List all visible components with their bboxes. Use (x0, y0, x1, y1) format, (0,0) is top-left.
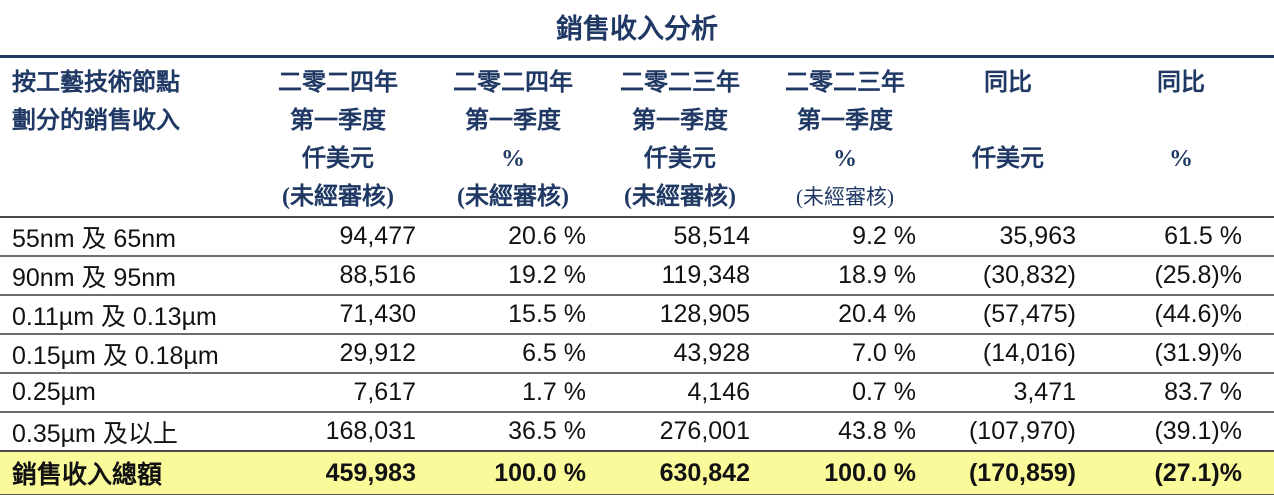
cell: 88,516 (339, 261, 416, 289)
cell: 29,912 (339, 339, 416, 367)
header-col-2024q1-pct: 二零二四年 第一季度 % (未經審核) (453, 70, 573, 210)
cell: 9.2 % (852, 222, 916, 250)
row-label: 0.35µm 及以上 (12, 419, 178, 448)
cell: 18.9 % (838, 261, 916, 289)
total-cell: (170,859) (968, 458, 1076, 487)
total-cell: 459,983 (325, 458, 416, 487)
cell: (25.8)% (1154, 261, 1242, 289)
cell: (107,970) (968, 417, 1076, 445)
cell: 7,617 (353, 378, 416, 406)
table-row: 0.35µm 及以上 168,031 36.5 % 276,001 43.8 %… (0, 412, 1274, 451)
cell: (30,832) (982, 261, 1076, 289)
cell: 119,348 (661, 261, 750, 289)
cell: 71,430 (339, 300, 416, 328)
cell: 0.7 % (852, 378, 916, 406)
cell: 4,146 (687, 378, 750, 406)
total-row: 銷售收入總額 459,983 100.0 % 630,842 100.0 % (… (0, 451, 1274, 495)
cell: (39.1)% (1154, 417, 1242, 445)
cell: 168,031 (325, 417, 416, 445)
row-label: 90nm 及 95nm (12, 263, 176, 292)
header-row: 按工藝技術節點 劃分的銷售收入 二零二四年 第一季度 仟美元 (未經審核) 二零… (0, 58, 1274, 217)
table-row: 0.25µm 7,617 1.7 % 4,146 0.7 % 3,471 83.… (0, 373, 1274, 412)
row-label: 55nm 及 65nm (12, 224, 176, 253)
cell: 15.5 % (508, 300, 586, 328)
cell: 20.4 % (838, 300, 916, 328)
table-row: 55nm 及 65nm 94,477 20.6 % 58,514 9.2 % 3… (0, 217, 1274, 256)
header-col-yoy-pct: 同比 % (1157, 70, 1205, 172)
cell: (44.6)% (1154, 300, 1242, 328)
table-row: 90nm 及 95nm 88,516 19.2 % 119,348 18.9 %… (0, 256, 1274, 295)
table-row: 0.11µm 及 0.13µm 71,430 15.5 % 128,905 20… (0, 295, 1274, 334)
cell: 83.7 % (1164, 378, 1242, 406)
cell: 94,477 (339, 222, 416, 250)
cell: 35,963 (999, 222, 1076, 250)
table-title: 銷售收入分析 (0, 0, 1274, 58)
row-label: 0.15µm 及 0.18µm (12, 341, 219, 370)
cell: 7.0 % (852, 339, 916, 367)
revenue-table: 按工藝技術節點 劃分的銷售收入 二零二四年 第一季度 仟美元 (未經審核) 二零… (0, 58, 1274, 495)
cell: (31.9)% (1154, 339, 1242, 367)
cell: 1.7 % (522, 378, 586, 406)
header-col-2024q1-usd: 二零二四年 第一季度 仟美元 (未經審核) (278, 70, 398, 210)
table-row: 0.15µm 及 0.18µm 29,912 6.5 % 43,928 7.0 … (0, 334, 1274, 373)
total-cell: 630,842 (659, 458, 750, 487)
cell: 36.5 % (508, 417, 586, 445)
cell: 128,905 (659, 300, 750, 328)
cell: 19.2 % (508, 261, 586, 289)
cell: (57,475) (982, 300, 1076, 328)
row-label: 0.11µm 及 0.13µm (12, 302, 217, 331)
header-col-2023q1-usd: 二零二三年 第一季度 仟美元 (未經審核) (620, 70, 740, 210)
row-header-line-2: 劃分的銷售收入 (12, 108, 180, 134)
cell: 6.5 % (522, 339, 586, 367)
row-label: 0.25µm (12, 378, 96, 406)
cell: 58,514 (673, 222, 750, 250)
cell: 20.6 % (508, 222, 586, 250)
total-cell: (27.1)% (1154, 458, 1242, 487)
total-row-label: 銷售收入總額 (12, 461, 163, 489)
cell: 43,928 (673, 339, 750, 367)
header-col-2023q1-pct: 二零二三年 第一季度 % (未經審核) (785, 70, 905, 209)
cell: 43.8 % (838, 417, 916, 445)
total-cell: 100.0 % (494, 458, 586, 487)
row-header-line-1: 按工藝技術節點 (12, 70, 180, 96)
cell: 61.5 % (1164, 222, 1242, 250)
cell: (14,016) (982, 339, 1076, 367)
header-row-label: 按工藝技術節點 劃分的銷售收入 (0, 58, 248, 217)
total-cell: 100.0 % (824, 458, 916, 487)
header-col-yoy-usd: 同比 仟美元 (972, 70, 1044, 172)
cell: 276,001 (659, 417, 750, 445)
cell: 3,471 (1013, 378, 1076, 406)
